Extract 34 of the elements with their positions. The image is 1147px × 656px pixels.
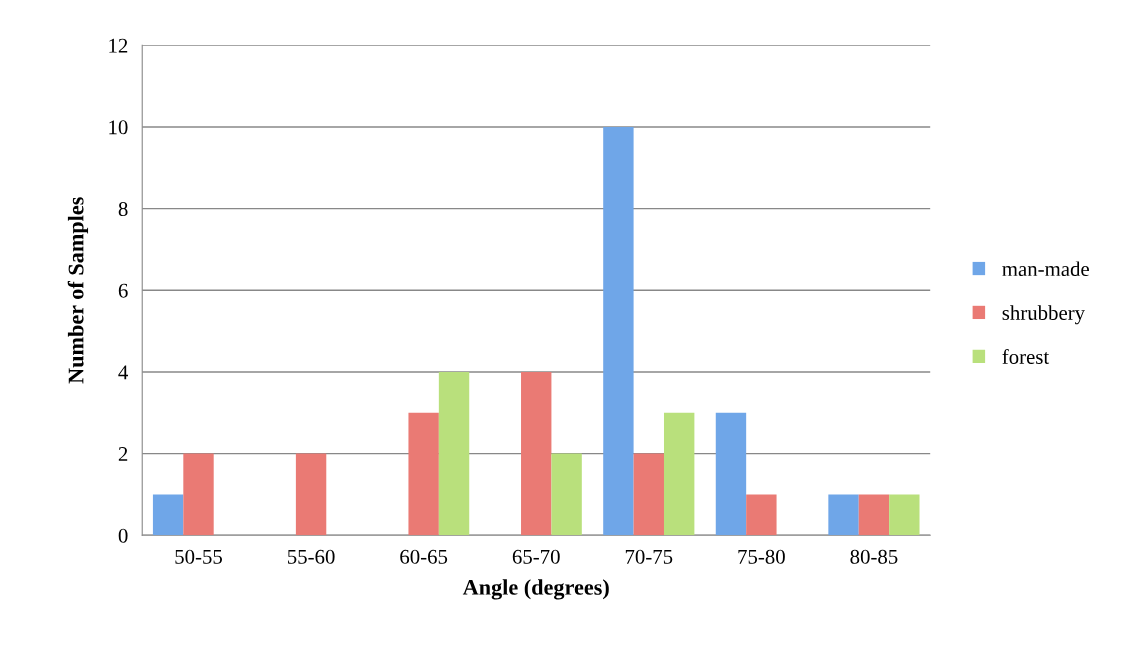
bar	[295, 453, 327, 536]
x-tick-label: 60-65	[400, 549, 448, 564]
y-tick-label: 10	[109, 120, 128, 135]
bar	[603, 126, 634, 536]
x-tick-label: 55-60	[287, 549, 335, 564]
bar	[663, 412, 695, 536]
y-tick-label: 4	[118, 365, 129, 380]
bar	[152, 494, 184, 536]
bar	[438, 371, 470, 536]
legend-label: forest	[1002, 349, 1050, 364]
x-tick-label: 50-55	[175, 549, 222, 564]
x-tick-label: 65-70	[512, 549, 560, 564]
x-tick-label: 70-75	[625, 549, 673, 564]
bar	[858, 494, 890, 536]
bar	[183, 453, 214, 536]
legend-label: man-made	[1002, 261, 1089, 277]
y-tick-label: 12	[109, 38, 128, 53]
y-tick-label: 6	[118, 283, 128, 298]
bar	[746, 494, 777, 536]
bar	[551, 453, 582, 536]
bar	[633, 453, 664, 536]
x-axis-title: Angle (degrees)	[462, 579, 609, 600]
bar	[889, 494, 920, 536]
y-tick-label: 8	[118, 201, 128, 217]
legend-label: shrubbery	[1002, 305, 1085, 325]
y-axis-title: Number of Samples	[67, 197, 89, 384]
bar	[828, 494, 859, 536]
bar	[715, 412, 747, 536]
bar	[521, 371, 552, 536]
y-tick-label: 0	[118, 528, 128, 543]
x-tick-label: 80-85	[850, 549, 898, 564]
bar	[408, 412, 439, 536]
x-tick-label: 75-80	[738, 549, 785, 564]
y-tick-label: 2	[118, 447, 128, 461]
